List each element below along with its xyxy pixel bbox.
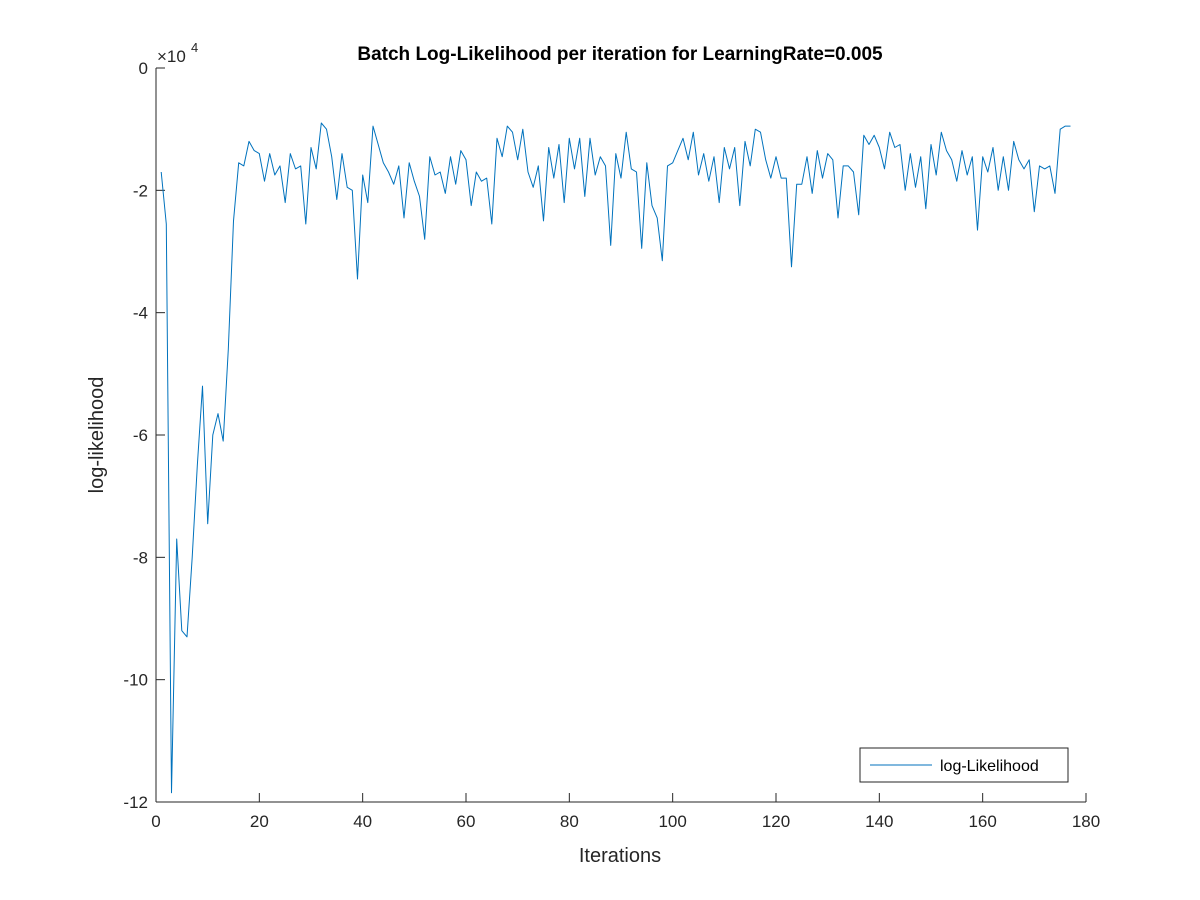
x-tick-label: 160: [968, 812, 996, 831]
x-tick-label: 140: [865, 812, 893, 831]
y-tick-label: -12: [123, 793, 148, 812]
y-exponent: ×10 4: [157, 40, 198, 66]
x-tick-label: 40: [353, 812, 372, 831]
x-tick-label: 100: [658, 812, 686, 831]
x-tick-label: 80: [560, 812, 579, 831]
y-axis-label: log-likelihood: [86, 377, 108, 494]
x-tick-label: 180: [1072, 812, 1100, 831]
legend: log-Likelihood: [859, 747, 1069, 783]
series-layer: [160, 122, 1071, 794]
x-tick-label: 120: [762, 812, 790, 831]
y-tick-label: -2: [133, 181, 148, 200]
legend-label-log-likelihood: log-Likelihood: [940, 758, 1039, 775]
ticks-layer: 0 20 40 60 80 100 120 140 160 180 0 -2 -4 -6 -8 -10 -12: [123, 59, 1100, 831]
y-exponent-base: ×10: [157, 47, 186, 66]
y-exponent-power: 4: [191, 40, 198, 55]
x-tick-label: 0: [151, 812, 160, 831]
x-tick-label: 20: [250, 812, 269, 831]
x-tick-label: 60: [457, 812, 476, 831]
series-line-log-likelihood: [160, 122, 1071, 794]
y-tick-label: -6: [133, 426, 148, 445]
chart-title: Batch Log-Likelihood per iteration for L…: [357, 44, 883, 65]
y-tick-label: -8: [133, 548, 148, 567]
y-tick-label: 0: [139, 59, 148, 78]
y-tick-label: -10: [123, 671, 148, 690]
y-tick-label: -4: [133, 304, 148, 323]
x-axis-label: Iterations: [579, 845, 661, 867]
